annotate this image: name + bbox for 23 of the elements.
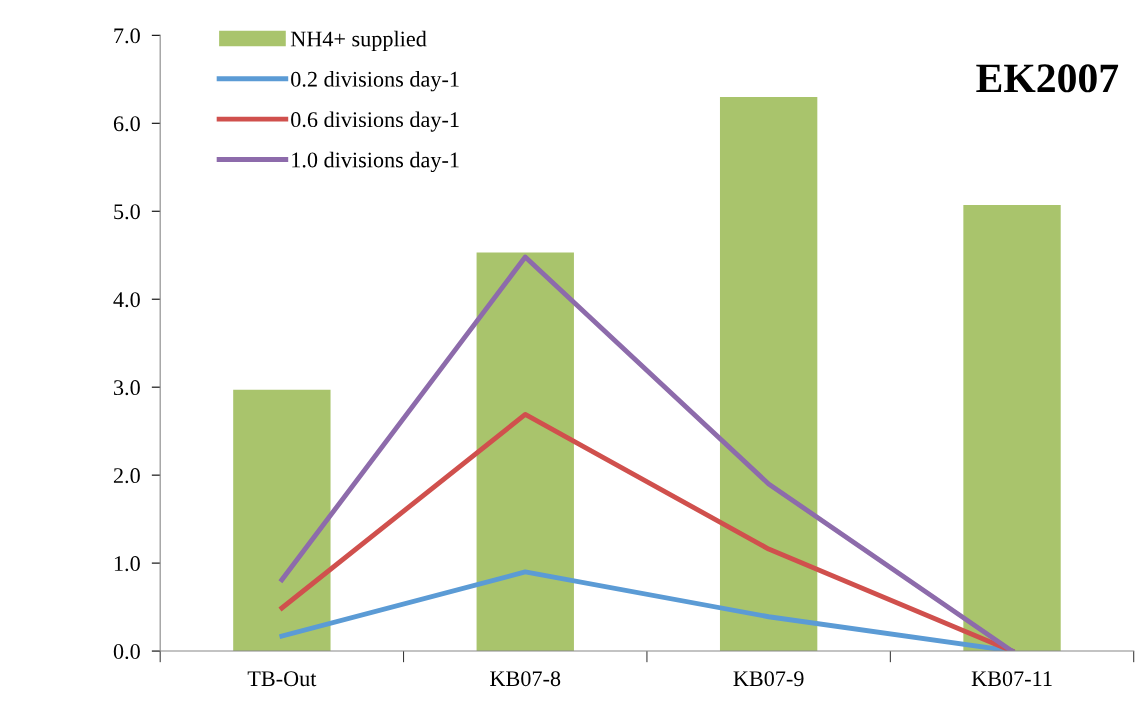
bar	[963, 205, 1061, 652]
legend-label: NH4+ supplied	[290, 30, 427, 51]
y-tick-label: 3.0	[114, 380, 140, 396]
y-tick-label: 6.0	[113, 116, 140, 132]
bar	[476, 252, 574, 652]
annotation: EK2007	[976, 64, 1119, 93]
line-series	[279, 412, 1015, 652]
x-tick-label: KB07-8	[490, 671, 561, 687]
legend-label: 1.0 divisions day-1	[292, 151, 459, 173]
bar	[233, 389, 331, 652]
legend-label: 0.2 divisions day-1	[291, 71, 459, 92]
x-tick-label: KB07-11	[971, 671, 1052, 687]
y-tick-label: 5.0	[114, 204, 140, 220]
x-tick-label: TB-Out	[247, 671, 317, 687]
y-tick-label: 1.0	[114, 556, 140, 572]
line-series	[279, 254, 1015, 652]
y-tick-label: 2.0	[113, 468, 140, 484]
y-tick-label: 0.0	[113, 644, 140, 660]
bar	[719, 96, 818, 652]
x-tick-label: KB07-9	[733, 671, 804, 687]
legend-label: 0.6 divisions day-1	[291, 111, 459, 132]
y-tick-label: 7.0	[114, 28, 140, 44]
y-tick-label: 4.0	[113, 292, 140, 308]
